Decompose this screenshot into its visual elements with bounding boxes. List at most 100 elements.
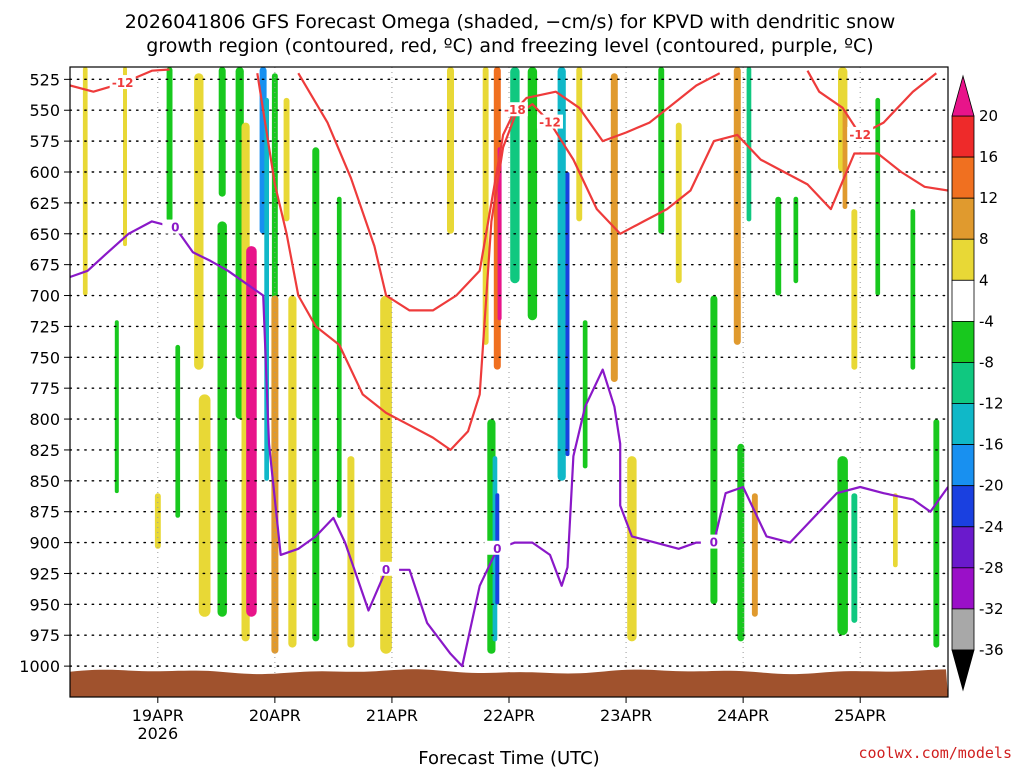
omega-feature (264, 97, 269, 481)
y-tick-label: 575 (29, 132, 60, 151)
omega-feature (217, 221, 227, 617)
x-tick-label: 23APR (600, 706, 652, 725)
omega-feature (775, 196, 782, 296)
colorbar-label: 12 (979, 189, 998, 207)
omega-feature (565, 172, 570, 457)
colorbar-label: -28 (979, 559, 1004, 577)
omega-feature (312, 147, 320, 642)
freezing-level-contour: 0 0 0 0 (70, 219, 948, 668)
omega-feature (288, 295, 297, 648)
x-tick-label: 21APR (366, 706, 418, 725)
colorbar-band (951, 320, 975, 363)
omega-feature (198, 394, 211, 617)
colorbar-label: 4 (979, 271, 989, 289)
freezing-level-label: 0 (382, 563, 390, 577)
omega-feature (271, 295, 279, 654)
colorbar-label: -4 (979, 312, 994, 330)
colorbar-band (951, 526, 975, 569)
x-tick-sublabel: 2026 (137, 724, 178, 743)
omega-feature (658, 67, 665, 234)
omega-feature (447, 67, 454, 234)
dgz-contour-label-bg (109, 75, 136, 90)
omega-feature (166, 67, 173, 222)
dgz-contour-label-bg (536, 114, 563, 129)
grid (69, 67, 949, 697)
y-tick-label: 750 (29, 348, 60, 367)
colorbar-label: -16 (979, 436, 1004, 454)
y-tick-label: 675 (29, 256, 60, 275)
colorbar-label: -20 (979, 477, 1004, 495)
dgz-contour-line (297, 72, 721, 312)
colorbar-label: 8 (979, 230, 989, 248)
y-tick-label: 825 (29, 441, 60, 460)
freezing-level-label: 0 (171, 221, 179, 235)
omega-feature (283, 97, 290, 222)
omega-feature (851, 493, 858, 623)
omega-feature (123, 67, 127, 247)
dgz-contour-label: -18 (504, 103, 526, 117)
terrain-fill (70, 669, 948, 697)
omega-feature (154, 493, 161, 549)
y-tick-label: 800 (29, 410, 60, 429)
freezing-level-label-bg (162, 219, 189, 234)
omega-feature (218, 67, 226, 197)
y-tick-label: 1000 (19, 657, 60, 676)
omega-feature (837, 456, 848, 636)
x-tick-label: 22APR (483, 706, 535, 725)
freezing-level-label-bg (484, 540, 511, 555)
dgz-contour-label: -12 (112, 76, 134, 90)
colorbar-band (951, 608, 975, 651)
omega-feature (793, 196, 799, 284)
x-tick-label: 24APR (717, 706, 769, 725)
y-tick-label: 875 (29, 503, 60, 522)
colorbar-label: -32 (979, 600, 1004, 618)
omega-feature (746, 67, 752, 222)
colorbar-band (951, 362, 975, 404)
y-tick-label: 700 (29, 287, 60, 306)
omega-feature (380, 295, 392, 654)
x-tick-label: 25APR (834, 706, 886, 725)
y-tick-label: 625 (29, 194, 60, 213)
colorbar-band (951, 444, 975, 487)
omega-feature (527, 67, 538, 321)
colorbar-band (951, 115, 975, 158)
omega-feature (576, 67, 583, 222)
omega-feature (175, 344, 181, 518)
omega-feature (751, 493, 758, 617)
x-tick-label: 19APR (132, 706, 184, 725)
colorbar-label: -36 (979, 641, 1004, 659)
colorbar-band (951, 403, 975, 445)
y-tick-label: 850 (29, 472, 60, 491)
omega-feature (194, 73, 204, 370)
colorbar-label: 16 (979, 148, 998, 166)
x-tick-label: 20APR (249, 706, 301, 725)
freezing-level-label: 0 (710, 536, 718, 550)
chart-title: 2026041806 GFS Forecast Omega (shaded, −… (125, 11, 896, 57)
freezing-level-label-bg (373, 561, 400, 576)
omega-feature (851, 209, 858, 370)
plot-area: -12 -12 -18 -12 0 0 0 0 (69, 66, 949, 698)
freezing-level-label: 0 (493, 542, 501, 556)
y-tick-label: 525 (29, 70, 60, 89)
y-tick-label: 600 (29, 163, 60, 182)
y-tick-label: 650 (29, 225, 60, 244)
colorbar-label: -12 (979, 395, 1004, 413)
omega-feature (875, 97, 881, 296)
dgz-contour-label-bg (847, 126, 874, 141)
colorbar-band (951, 279, 975, 322)
credit-link[interactable]: coolwx.com/models (858, 744, 1012, 762)
y-tick-label: 775 (29, 379, 60, 398)
omega-feature (336, 196, 342, 518)
y-tick-label: 550 (29, 101, 60, 120)
terrain (70, 669, 948, 697)
colorbar-band (951, 238, 975, 281)
colorbar-label: 20 (979, 107, 998, 125)
colorbar-band (951, 197, 975, 240)
colorbar-bottom-arrow (951, 649, 975, 692)
omega-feature (893, 493, 898, 568)
y-tick-label: 725 (29, 317, 60, 336)
y-tick-label: 925 (29, 564, 60, 583)
omega-feature (842, 110, 848, 209)
y-axis: 525 550 575 600 625 650 675 700 725 750 775 800 825 8… (19, 70, 70, 676)
